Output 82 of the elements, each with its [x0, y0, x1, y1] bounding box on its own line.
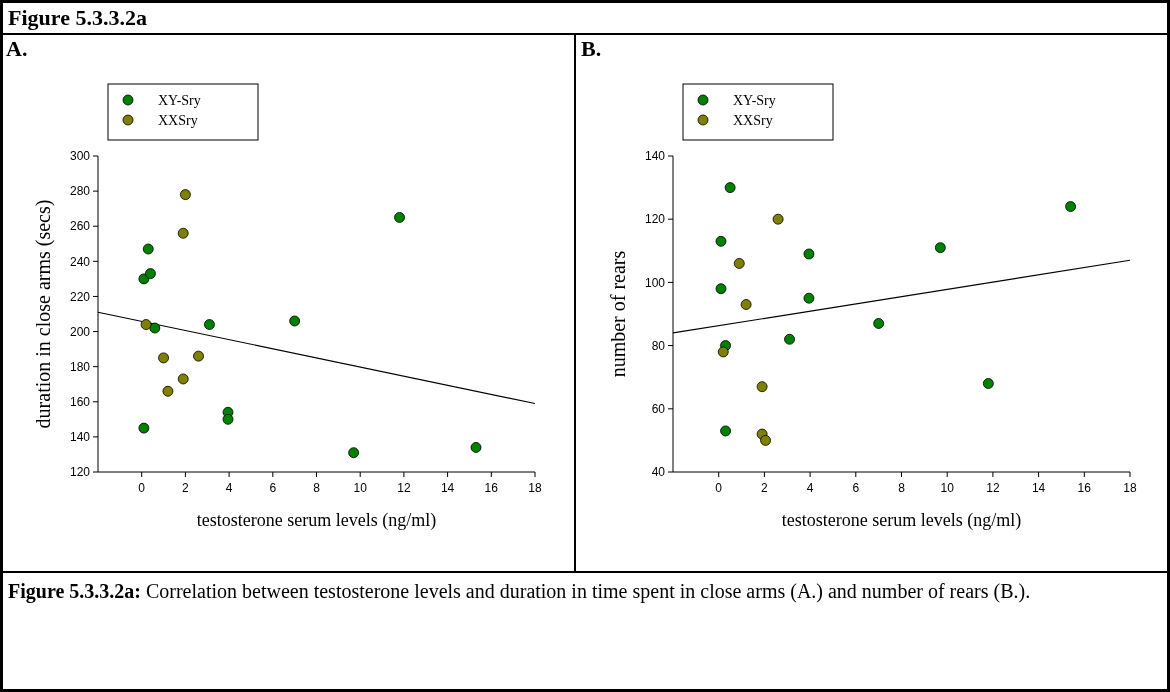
- x-tick-label: 12: [986, 481, 1000, 495]
- point: [1065, 201, 1076, 212]
- point: [470, 442, 482, 453]
- y-tick-label: 300: [69, 149, 91, 164]
- point: [772, 213, 784, 225]
- y-tick-label: 120: [644, 212, 666, 227]
- y-tick-label: 280: [69, 184, 91, 199]
- x-tick-label: 14: [1031, 481, 1046, 495]
- y-tick-label: 140: [644, 149, 666, 164]
- point: [784, 333, 795, 345]
- point: [740, 299, 752, 310]
- x-tick-label: 8: [898, 481, 906, 495]
- point: [222, 413, 234, 425]
- y-tick-label: 40: [651, 465, 666, 480]
- x-tick-label: 6: [269, 481, 277, 495]
- point: [348, 447, 360, 459]
- x-tick-label: 10: [940, 481, 955, 495]
- point: [289, 315, 301, 327]
- y-tick-label: 140: [69, 430, 91, 445]
- chart-title: A.: [6, 36, 28, 61]
- y-tick-label: 200: [69, 324, 91, 339]
- x-tick-label: 0: [715, 481, 723, 495]
- x-tick-label: 16: [484, 481, 499, 495]
- point: [193, 350, 204, 362]
- caption: Figure 5.3.3.2a: [8, 5, 147, 30]
- point: [180, 189, 191, 201]
- point: [724, 182, 736, 193]
- legend-label: XXSry: [733, 112, 773, 128]
- point: [803, 292, 815, 304]
- x-tick-label: 18: [528, 481, 542, 495]
- x-tick-label: 18: [1123, 481, 1137, 495]
- x-tick-label: 12: [397, 481, 411, 495]
- point: [803, 248, 815, 260]
- x-tick-label: 2: [182, 481, 190, 495]
- point: [138, 422, 150, 434]
- x-tick-label: 6: [852, 481, 860, 495]
- x-tick-label: 4: [225, 481, 233, 495]
- x-axis-title: testosterone serum levels (ng/ml): [781, 510, 1022, 531]
- point: [204, 319, 215, 330]
- point: [162, 385, 174, 397]
- x-tick-label: 4: [806, 481, 814, 495]
- x-tick-label: 14: [440, 481, 455, 495]
- point: [142, 243, 154, 255]
- point: [760, 435, 771, 446]
- point: [149, 322, 161, 334]
- point: [720, 425, 731, 437]
- y-tick-label: 260: [69, 219, 91, 234]
- y-tick-label: 60: [651, 402, 666, 416]
- y-tick-label: 180: [69, 359, 91, 374]
- x-tick-label: 8: [313, 481, 321, 495]
- point: [145, 268, 156, 280]
- point: [177, 373, 189, 385]
- point: [140, 319, 152, 330]
- legend-label: XY-Sry: [733, 92, 776, 108]
- y-axis-title: number of rears: [607, 250, 629, 378]
- point: [715, 283, 727, 295]
- y-tick-label: 120: [69, 465, 91, 480]
- legend-label: XXSry: [158, 112, 198, 128]
- caption: Figure 5.3.3.2a: Correlation between testosterone levels and duration in time spent in close arms (A.) and number of rears (B.).: [8, 580, 1031, 603]
- y-tick-label: 160: [69, 394, 91, 409]
- point: [756, 381, 768, 393]
- x-tick-label: 0: [138, 481, 146, 495]
- point: [715, 235, 727, 247]
- y-tick-label: 100: [644, 275, 666, 290]
- point: [394, 212, 405, 223]
- x-tick-label: 10: [353, 481, 368, 495]
- point: [934, 242, 946, 254]
- point: [717, 346, 729, 358]
- y-tick-label: 220: [69, 289, 91, 304]
- point: [982, 378, 994, 389]
- legend-label: XY-Sry: [158, 92, 201, 108]
- chart-title: B.: [581, 36, 602, 61]
- point: [158, 352, 169, 364]
- point: [177, 227, 189, 239]
- y-tick-label: 240: [69, 254, 91, 269]
- y-tick-label: 80: [651, 338, 666, 353]
- x-axis-title: testosterone serum levels (ng/ml): [196, 510, 437, 531]
- point: [733, 258, 745, 269]
- y-axis-title: duration in close arms (secs): [32, 199, 55, 429]
- x-tick-label: 2: [761, 481, 769, 495]
- x-tick-label: 16: [1077, 481, 1092, 495]
- point: [873, 318, 885, 329]
